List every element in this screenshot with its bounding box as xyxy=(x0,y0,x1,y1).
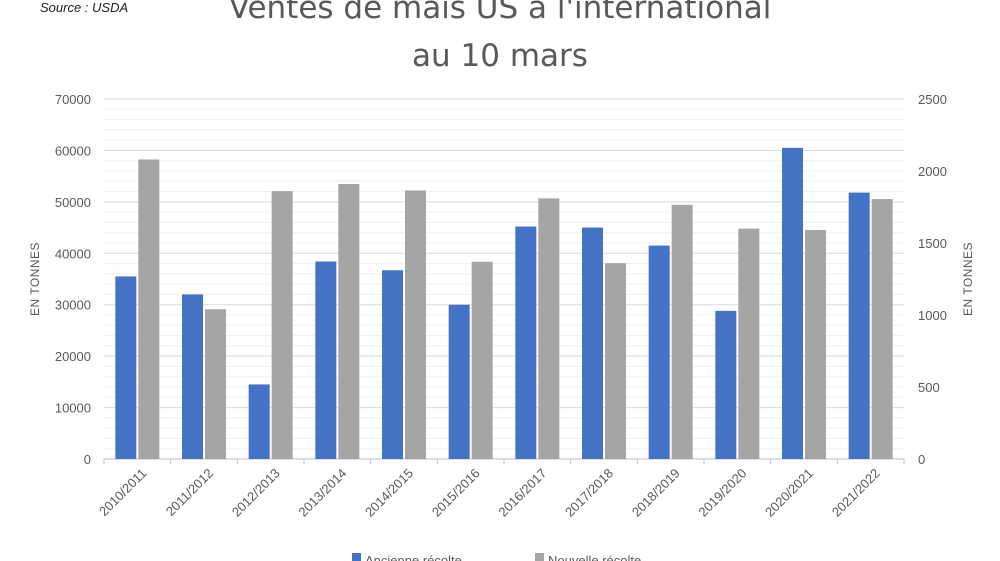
bar-ancienne-recolte xyxy=(848,192,870,459)
bar-ancienne-recolte xyxy=(448,304,470,459)
y-tick-label: 10000 xyxy=(55,401,91,416)
x-tick-label: 2019/2020 xyxy=(695,466,749,520)
bar-ancienne-recolte xyxy=(315,261,337,459)
bar-nouvelle-recolte xyxy=(338,183,360,459)
y2-tick-label: 500 xyxy=(918,380,940,395)
x-tick-label: 2013/2014 xyxy=(295,466,349,520)
x-tick-label: 2012/2013 xyxy=(229,466,283,520)
bar-nouvelle-recolte xyxy=(405,190,426,459)
source-note: Source : USDA xyxy=(40,0,129,15)
bar-nouvelle-recolte xyxy=(871,199,893,459)
x-tick-label: 2016/2017 xyxy=(495,466,549,520)
bar-nouvelle-recolte xyxy=(138,159,160,460)
bar-ancienne-recolte xyxy=(582,227,603,459)
y2-axis-title: EN TONNES xyxy=(961,242,975,316)
x-tick-label: 2011/2012 xyxy=(163,466,216,519)
x-tick-label: 2018/2019 xyxy=(629,466,683,520)
bar-nouvelle-recolte xyxy=(538,198,560,460)
y-tick-label: 0 xyxy=(84,452,91,467)
legend-swatch xyxy=(352,553,361,561)
bar-ancienne-recolte xyxy=(715,310,737,459)
bar-ancienne-recolte xyxy=(515,226,537,459)
x-tick-label: 2014/2015 xyxy=(362,466,416,520)
bar-nouvelle-recolte xyxy=(805,230,826,459)
legend-swatch xyxy=(535,553,544,561)
y2-tick-label: 1500 xyxy=(918,236,947,251)
bar-ancienne-recolte xyxy=(382,270,403,459)
y-tick-label: 70000 xyxy=(55,92,91,107)
bar-ancienne-recolte xyxy=(248,384,270,459)
y-tick-label: 50000 xyxy=(55,195,91,210)
y-tick-label: 20000 xyxy=(55,349,91,364)
bar-nouvelle-recolte xyxy=(738,228,760,459)
y2-tick-label: 0 xyxy=(918,452,925,467)
x-tick-label: 2021/2022 xyxy=(829,466,883,520)
bar-nouvelle-recolte xyxy=(205,309,226,459)
x-tick-label: 2010/2011 xyxy=(96,466,149,519)
bar-nouvelle-recolte xyxy=(271,191,293,459)
x-tick-label: 2020/2021 xyxy=(762,466,816,520)
y2-tick-label: 2500 xyxy=(918,92,947,107)
bar-nouvelle-recolte xyxy=(471,261,493,459)
y-axis-title: EN TONNES xyxy=(28,242,42,316)
bar-nouvelle-recolte xyxy=(605,263,626,459)
chart-title-line-2: au 10 mars xyxy=(412,38,588,74)
x-tick-label: 2015/2016 xyxy=(429,466,483,520)
legend-label: Ancienne récolte xyxy=(365,553,462,561)
bar-ancienne-recolte xyxy=(782,147,803,459)
x-tick-label: 2017/2018 xyxy=(562,466,616,520)
chart-title-line-1: Ventes de maïs US à l'international xyxy=(228,0,772,26)
y-tick-label: 30000 xyxy=(55,298,91,313)
bar-nouvelle-recolte xyxy=(671,204,693,459)
y2-tick-label: 2000 xyxy=(918,164,947,179)
bar-ancienne-recolte xyxy=(648,245,670,459)
bar-ancienne-recolte xyxy=(182,294,203,459)
y-tick-label: 40000 xyxy=(55,246,91,261)
y-tick-label: 60000 xyxy=(55,143,91,158)
legend-label: Nouvelle récolte xyxy=(548,553,641,561)
y2-tick-label: 1000 xyxy=(918,308,947,323)
bar-ancienne-recolte xyxy=(115,276,137,459)
